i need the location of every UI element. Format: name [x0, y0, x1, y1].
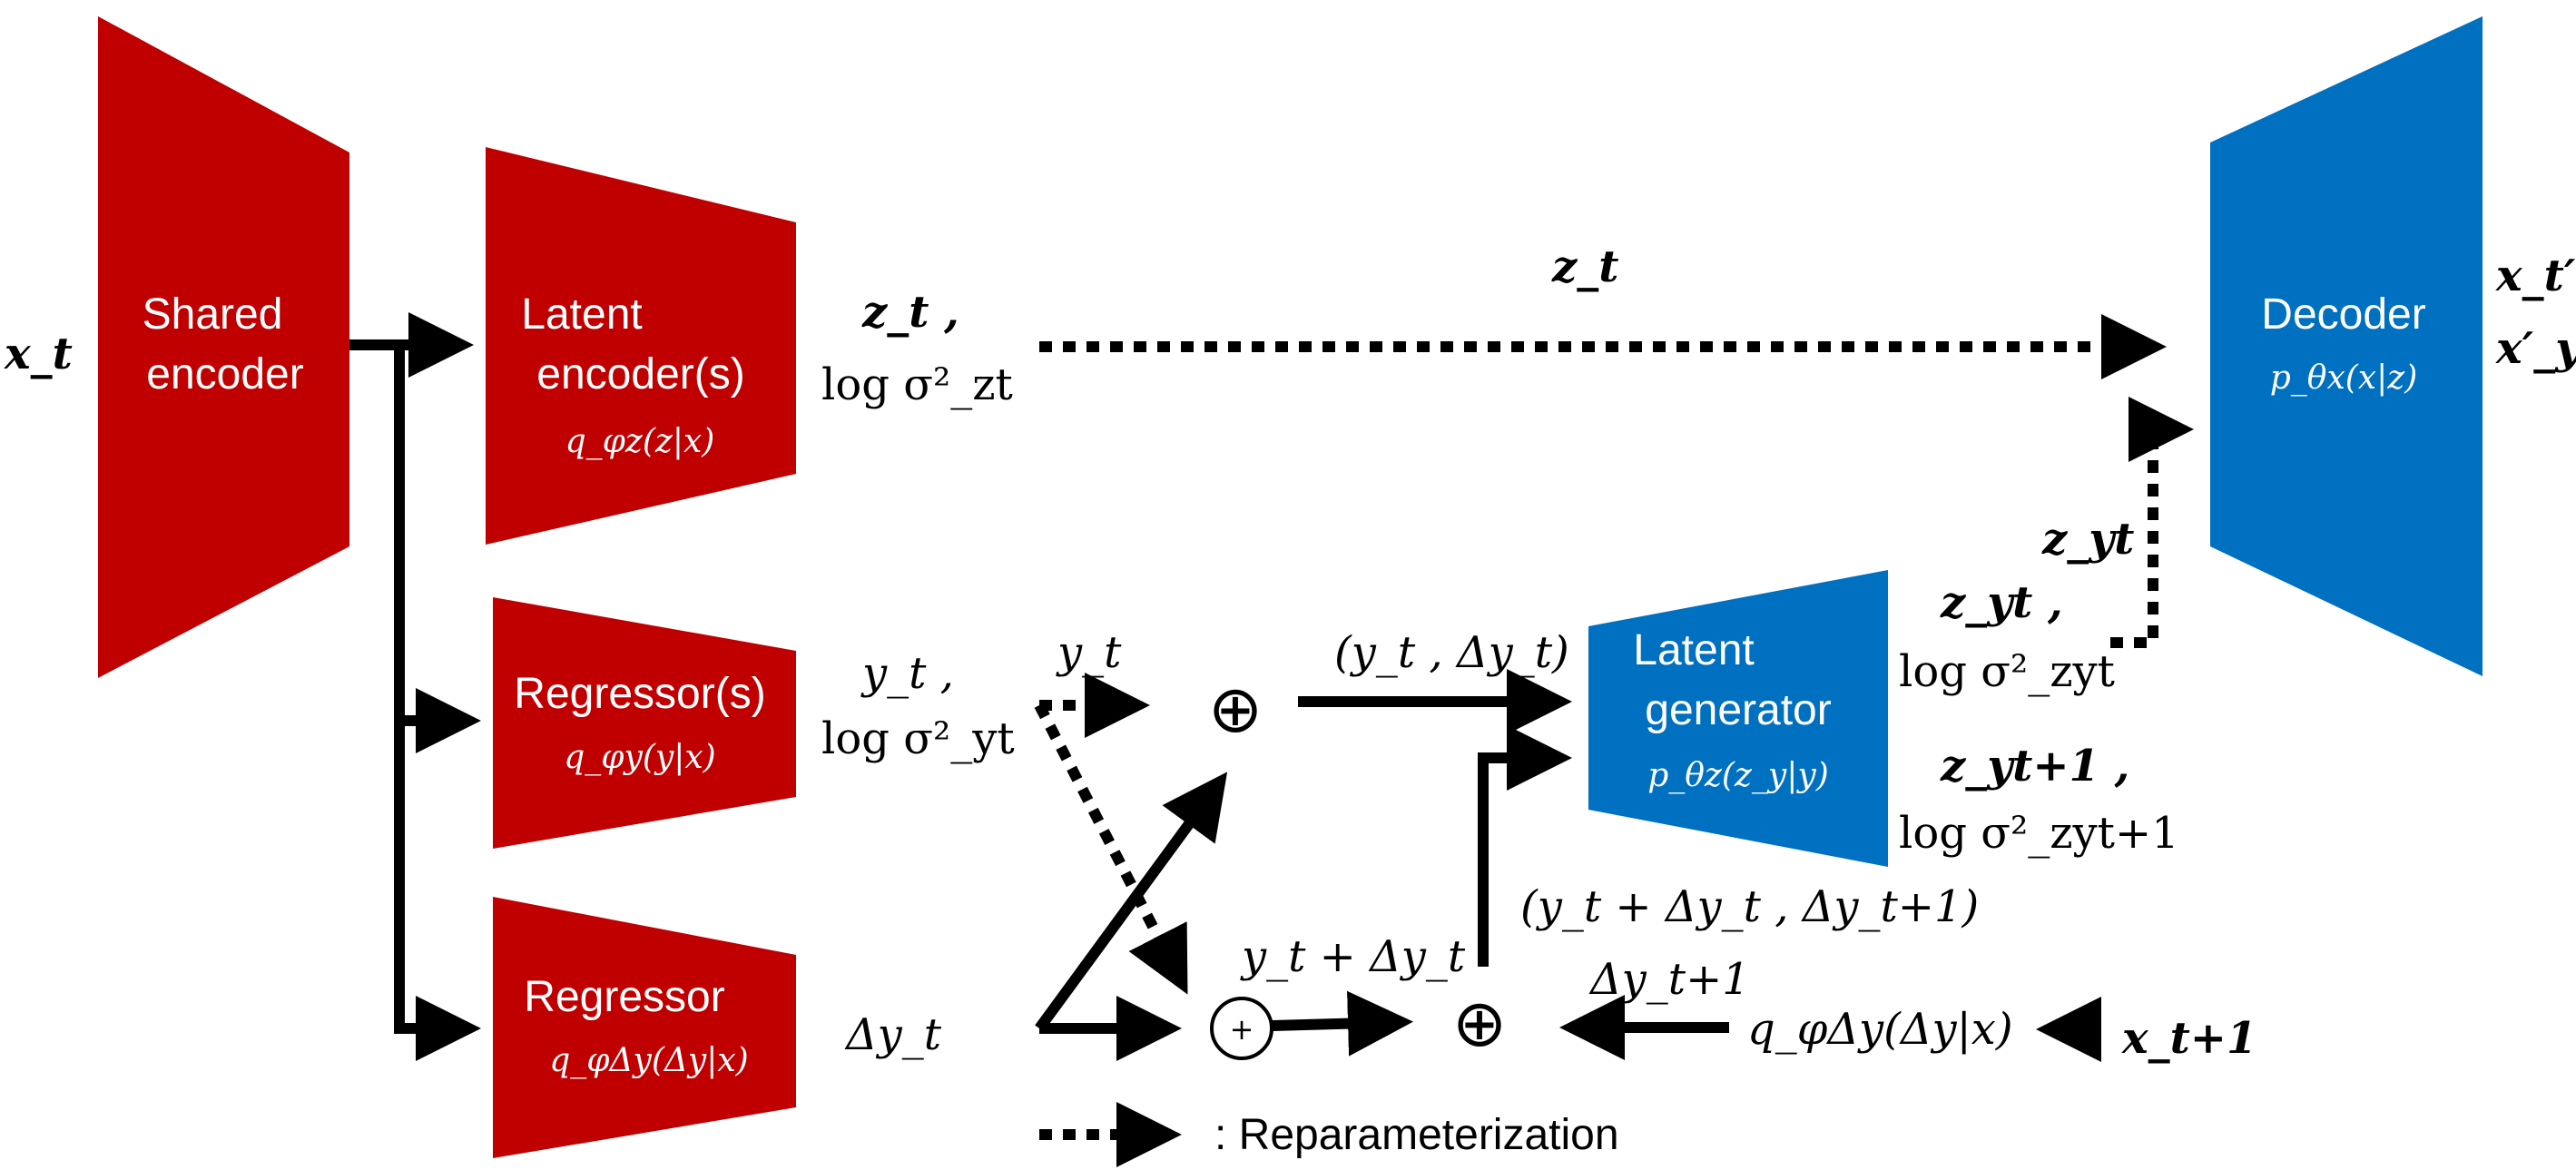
decoder-label: Decoder: [2261, 290, 2425, 339]
dotted-z-t-label: z_t: [1551, 241, 1618, 292]
shared-encoder-label-1: Shared: [143, 290, 283, 339]
regressor-out-logsigma-y-label: log σ²_yt: [821, 713, 1015, 764]
decoder-formula: p_θx(x|z): [2270, 359, 2418, 397]
decoder-block: [2210, 16, 2483, 676]
regressor-out-y-label: y_t ,: [860, 648, 954, 699]
latent-generator-label-1: Latent: [1633, 626, 1754, 674]
small-plus-node: [1210, 997, 1273, 1060]
regressor-out-dy-label: Δy_t: [844, 1009, 942, 1060]
z-yt-label: z_yt: [2041, 514, 2134, 565]
latent-encoder-label-2: encoder(s): [536, 350, 744, 398]
upper-oplus-symbol: ⊕: [1208, 671, 1263, 747]
y-t-dotted-label: y_t: [1056, 627, 1122, 678]
latent-generator-label-2: generator: [1645, 686, 1831, 734]
regressor-dy-label: Regressor: [524, 973, 724, 1021]
y-t-diagonal-reparam-arrow: [1034, 703, 1188, 995]
pair-next-label: (y_t + Δy_t , Δy_t+1): [1520, 881, 1979, 932]
q-dy-formula-label: q_φΔy(Δy|x): [1747, 1004, 2013, 1055]
small-plus-to-lower-oplus-arrow: [1272, 990, 1413, 1057]
gen-out-z-yt1-label: z_yt+1 ,: [1940, 741, 2129, 791]
gen-out-z-yt-label: z_yt ,: [1940, 577, 2063, 628]
gen-out-logsigma-yt1-label: log σ²_zyt+1: [1899, 808, 2179, 859]
shared-encoder-label-2: encoder: [146, 350, 303, 398]
regressor-y-block: [493, 597, 796, 849]
latent-generator-formula: p_θz(z_y|y): [1647, 757, 1829, 794]
pair-y-dy-label: (y_t , Δy_t): [1334, 627, 1569, 678]
regressor-y-label: Regressor(s): [514, 670, 765, 718]
decoder-out-xy-label: x′_yt: [2495, 323, 2576, 374]
encoder-out-logsigma-z-label: log σ²_zt: [821, 359, 1013, 410]
gen-out-logsigma-yt-label: log σ²_zyt: [1899, 646, 2115, 697]
input-x-t-label: x_t: [4, 329, 73, 379]
encoder-out-z-label: z_t ,: [861, 287, 959, 338]
legend-text: : Reparameterization: [1214, 1111, 1619, 1159]
regressor-y-formula: q_φy(y|x): [564, 739, 715, 776]
lower-oplus-symbol: ⊕: [1452, 985, 1507, 1061]
latent-encoder-block: [486, 147, 796, 545]
dy-next-label: Δy_t+1: [1588, 954, 1750, 1005]
shared-encoder-block: [98, 16, 349, 678]
sum-y-dy-label: y_t + Δy_t: [1240, 931, 1466, 982]
latent-encoder-label-1: Latent: [521, 290, 642, 339]
latent-generator-block: [1588, 570, 1888, 867]
regressor-dy-block: [493, 897, 796, 1158]
latent-encoder-formula: q_φz(z|x): [565, 423, 715, 460]
dy-diagonal-arrow: [1035, 772, 1228, 1032]
regressor-dy-formula: q_φΔy(Δy|x): [549, 1042, 748, 1079]
small-plus-symbol: +: [1230, 1012, 1254, 1047]
decoder-out-x-label: x_t′ ,: [2495, 251, 2576, 301]
input-x-t1-label: x_t+1: [2121, 1013, 2256, 1064]
